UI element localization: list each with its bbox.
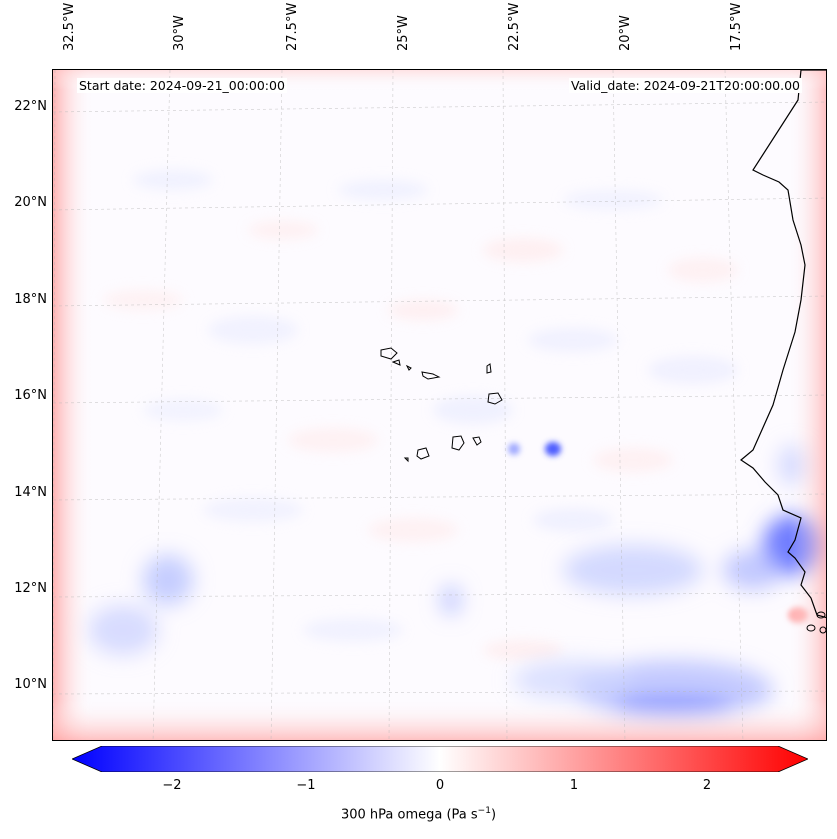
bijagos-islands [806, 611, 826, 634]
right-edge-band [788, 70, 826, 740]
valid-date-text: Valid_date: 2024-09-21T20:00:00.00 [568, 78, 802, 93]
colorbar-tick-1: 1 [569, 778, 579, 793]
colorbar-label: 300 hPa omega (Pa s−1) [340, 806, 497, 823]
field-texture [103, 170, 738, 660]
lat-label-20n: 20°N [14, 195, 47, 210]
lon-label-17-5w: 17.5°W [729, 2, 744, 51]
colorbar-tick-0: 0 [435, 778, 445, 793]
lon-label-30w: 30°W [172, 15, 187, 51]
graticule [53, 70, 826, 740]
lat-label-14n: 14°N [14, 485, 47, 500]
start-date-text: Start date: 2024-09-21_00:00:00 [77, 78, 287, 93]
omega-field-plot [53, 70, 826, 740]
lon-label-27-5w: 27.5°W [285, 2, 300, 51]
lat-label-12n: 12°N [14, 581, 47, 596]
bottom-edge-band [53, 700, 826, 740]
lat-label-22n: 22°N [14, 99, 47, 114]
colorbar-tick-minus-2: −2 [162, 778, 182, 793]
colorbar [70, 745, 810, 773]
lon-label-32-5w: 32.5°W [62, 2, 77, 51]
colorbar-tick-minus-1: −1 [296, 778, 316, 793]
africa-coastline [739, 70, 826, 619]
cape-verde-islands [380, 347, 503, 463]
omega-map: Start date: 2024-09-21_00:00:00 Valid_da… [52, 69, 827, 741]
lon-label-25w: 25°W [396, 15, 411, 51]
lat-label-18n: 18°N [14, 292, 47, 307]
lat-label-10n: 10°N [14, 677, 47, 692]
lon-label-22-5w: 22.5°W [507, 2, 522, 51]
left-edge-band [53, 70, 93, 740]
colorbar-ticks: −2 −1 0 1 2 [0, 778, 837, 798]
lon-label-20w: 20°W [618, 15, 633, 51]
lat-label-16n: 16°N [14, 388, 47, 403]
colorbar-tick-2: 2 [702, 778, 712, 793]
colorbar-graphic [70, 745, 810, 773]
